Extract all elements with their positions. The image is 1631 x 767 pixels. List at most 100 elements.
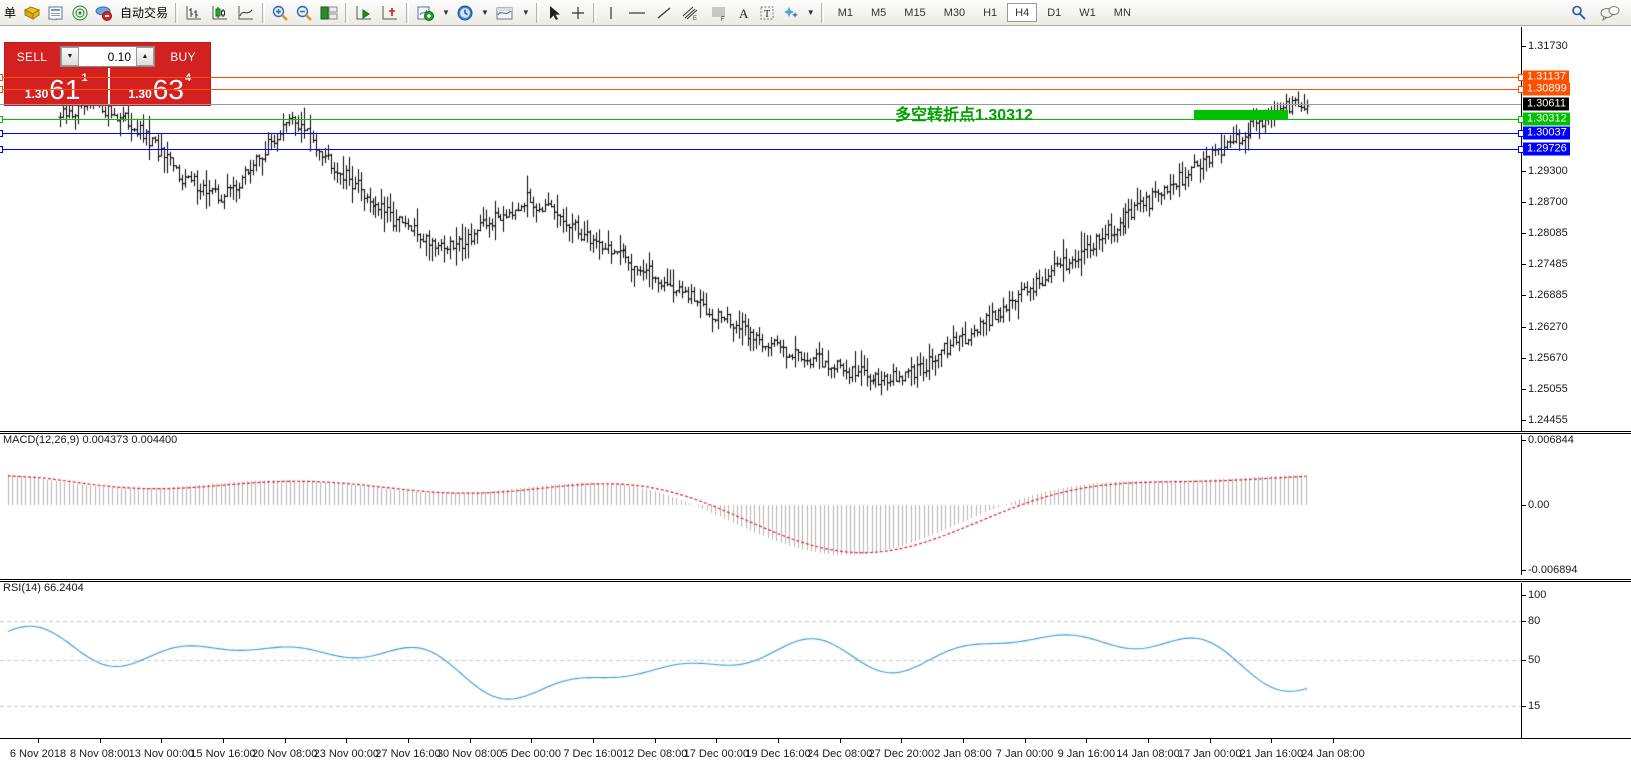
rsi-pane[interactable] [0, 583, 1521, 738]
chart-line-support-line[interactable] [0, 130, 1525, 138]
timeframe-m5[interactable]: M5 [871, 7, 887, 19]
objects-dropdown-caret[interactable]: ▼ [806, 8, 815, 17]
toolbar-separator [592, 2, 596, 23]
indicators-dropdown-caret[interactable]: ▼ [442, 8, 450, 17]
line-handle[interactable] [0, 73, 3, 81]
macd-axis-tick: 0.006844 [1522, 434, 1574, 446]
macd-axis[interactable]: 0.006844 0.00 -0.006894 [1521, 434, 1631, 576]
sell-button[interactable]: SELL [16, 49, 48, 64]
chart-line-resistance-line[interactable] [0, 73, 1525, 81]
templates-dropdown-caret[interactable]: ▼ [521, 8, 530, 17]
toolbar-separator [175, 2, 179, 23]
timeframe-m1[interactable]: M1 [837, 7, 853, 19]
chat-icon[interactable] [1596, 1, 1631, 25]
pane-divider[interactable] [0, 431, 1631, 434]
timeframe-mn[interactable]: MN [1113, 7, 1131, 19]
timeframe-h1[interactable]: H1 [983, 7, 998, 19]
price-tag-support-line[interactable]: 1.29726 [1523, 142, 1570, 156]
buy-price-display[interactable]: 1.30 63 4 [107, 68, 211, 105]
volume-up-button[interactable]: ▲ [136, 47, 154, 66]
horizontal-line-icon[interactable] [623, 1, 651, 25]
timeframe-m15[interactable]: M15 [904, 7, 926, 19]
zoom-in-icon[interactable] [268, 1, 292, 25]
volume-down-button[interactable]: ▼ [61, 47, 79, 66]
rsi-axis[interactable]: 100 80 50 15 [1521, 583, 1631, 738]
chart-line-support-line[interactable] [0, 146, 1525, 154]
rsi-axis-tick: 50 [1522, 654, 1540, 666]
tile-windows-icon[interactable] [316, 1, 342, 25]
fibonacci-icon[interactable]: F [705, 1, 733, 25]
line-chart-icon[interactable] [233, 1, 259, 25]
auto-scroll-icon[interactable] [351, 1, 377, 25]
line-handle[interactable] [0, 130, 3, 138]
price-tag-resistance-line[interactable]: 1.30899 [1523, 82, 1570, 96]
chart-line-resistance-line[interactable] [0, 85, 1525, 93]
volume-field[interactable]: ▼ 0.10 ▲ [60, 46, 155, 67]
buy-button[interactable]: BUY [170, 49, 196, 64]
text-icon[interactable]: A [733, 1, 755, 25]
buy-price-big: 63 [152, 74, 184, 105]
timeframe-w1[interactable]: W1 [1079, 7, 1096, 19]
line-handle[interactable] [0, 146, 3, 154]
volume-value[interactable]: 0.10 [107, 49, 131, 64]
time-axis-tick [901, 739, 903, 743]
price-tag-pivot-line[interactable]: 1.30312 [1523, 112, 1570, 126]
navigator-icon[interactable] [68, 1, 92, 25]
time-axis-label: 24 Jan 08:00 [1301, 748, 1365, 760]
line-handle[interactable] [0, 85, 3, 93]
time-axis[interactable]: 6 Nov 2018 8 Nov 08:00 13 Nov 00:00 15 Nov … [0, 738, 1631, 767]
rsi-canvas [0, 583, 1521, 738]
time-axis-tick [654, 739, 656, 743]
price-tag-current-price[interactable]: 1.30611 [1523, 97, 1569, 111]
toolbar-separator [262, 2, 266, 23]
macd-pane[interactable] [0, 435, 1521, 575]
price-tag-resistance-line[interactable]: 1.31137 [1523, 70, 1569, 84]
line-handle[interactable] [0, 116, 3, 124]
timeframe-group: M1 M5 M15 M30 H1 H4 D1 W1 MN [827, 3, 1139, 22]
time-axis-label: 8 Nov 08:00 [69, 748, 130, 760]
trend-line-icon[interactable] [651, 1, 677, 25]
text-label-icon[interactable]: T [755, 1, 779, 25]
chart-line-pivot-line[interactable] [0, 116, 1525, 124]
terminal-icon[interactable] [92, 1, 116, 25]
zoom-out-icon[interactable] [292, 1, 316, 25]
search-icon[interactable] [1567, 1, 1596, 25]
bar-chart-icon[interactable] [181, 1, 207, 25]
chart-annotation-text[interactable]: 多空转折点1.30312 [895, 107, 1033, 125]
pivot-highlight-bar[interactable] [1194, 110, 1288, 120]
time-axis-label: 24 Dec 08:00 [806, 748, 873, 760]
timeframe-d1[interactable]: D1 [1047, 7, 1062, 19]
macd-axis-tick: 0.00 [1522, 499, 1549, 511]
toolbar-separator [535, 2, 539, 23]
main-toolbar: 单 自动交易 [0, 0, 1631, 26]
candlestick-chart-icon[interactable] [207, 1, 233, 25]
cursor-icon[interactable] [542, 1, 566, 25]
time-axis-tick [284, 739, 286, 743]
equidistant-channel-icon[interactable]: E [677, 1, 705, 25]
period-clock-icon[interactable] [453, 1, 477, 25]
news-icon[interactable] [44, 1, 68, 25]
timeframe-m30[interactable]: M30 [943, 7, 966, 19]
time-axis-label: 2 Jan 08:00 [934, 748, 992, 760]
one-click-trading-panel[interactable]: SELL ▼ 0.10 ▲ BUY 1.30 61 1 1.30 63 4 [4, 42, 211, 106]
chart-shift-icon[interactable] [377, 1, 403, 25]
time-axis-tick [963, 739, 964, 743]
autotrade-button[interactable]: 自动交易 [120, 6, 169, 20]
indicators-icon[interactable] [412, 1, 438, 25]
time-axis-label: 30 Nov 08:00 [436, 748, 503, 760]
objects-icon[interactable] [779, 1, 803, 25]
templates-icon[interactable] [492, 1, 518, 25]
timeframe-h4[interactable]: H4 [1007, 3, 1038, 22]
folder-icon[interactable] [20, 1, 44, 25]
chart-line-current-price[interactable] [0, 103, 1521, 105]
vertical-line-icon[interactable] [599, 1, 623, 25]
time-axis-label: 15 Nov 16:00 [190, 748, 256, 760]
crosshair-icon[interactable] [566, 1, 590, 25]
pane-divider[interactable] [0, 579, 1631, 582]
sell-price-display[interactable]: 1.30 61 1 [5, 68, 108, 105]
price-tag-support-line[interactable]: 1.30037 [1523, 126, 1570, 140]
time-axis-label: 27 Nov 16:00 [375, 748, 441, 760]
price-chart-pane[interactable] [0, 27, 1521, 431]
price-axis-tick: 1.26885 [1522, 289, 1568, 301]
period-dropdown-caret[interactable]: ▼ [480, 8, 489, 17]
